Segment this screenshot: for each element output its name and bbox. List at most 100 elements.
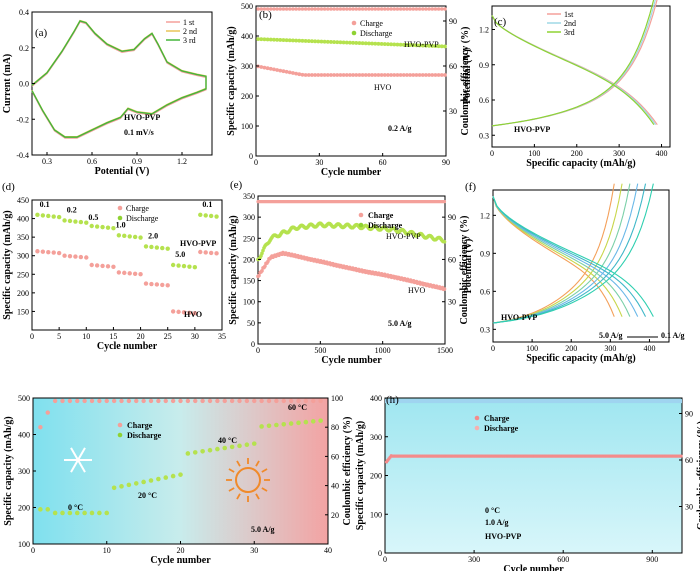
data-point [417, 73, 422, 77]
data-point [300, 72, 305, 77]
series-line [492, 183, 623, 324]
data-point [442, 200, 447, 204]
series-line [491, 0, 655, 127]
x-tick-label: 200 [571, 149, 583, 158]
data-point [82, 510, 87, 516]
data-point [89, 510, 95, 516]
annotation: 5.0 A/g [599, 331, 623, 340]
rate-label: 0.5 [88, 213, 98, 222]
y-tick-label: 200 [370, 472, 382, 481]
y-tick-label: 0.9 [480, 249, 490, 258]
data-point [417, 43, 422, 48]
data-point [354, 73, 359, 77]
y-axis-label: Specific capacity (mAh/g) [3, 416, 14, 525]
y-tick-label: 400 [370, 394, 382, 403]
y-tick-label: 0.6 [480, 287, 490, 296]
data-point [266, 398, 272, 404]
data-point [141, 398, 146, 404]
data-point [176, 309, 181, 315]
data-point [127, 271, 132, 276]
panel-e-frame [257, 195, 446, 345]
annotation: 0.2 A/g [388, 124, 412, 133]
panel-label: (f) [465, 181, 476, 193]
data-point [420, 7, 425, 11]
data-point [408, 43, 413, 47]
data-point [165, 283, 170, 288]
data-point [430, 73, 435, 77]
data-point [111, 485, 117, 491]
data-point [170, 309, 176, 314]
data-point [266, 423, 272, 429]
x-axis-label: Specific capacity (mAh/g) [526, 158, 635, 169]
data-point [78, 254, 84, 260]
data-point [322, 73, 327, 77]
data-point [138, 235, 143, 240]
data-point [335, 73, 340, 77]
annotation: 5.0 A/g [251, 525, 275, 534]
x-tick-label: 25 [164, 332, 172, 341]
data-point [430, 44, 435, 48]
data-point [105, 264, 111, 269]
data-point [433, 7, 438, 11]
data-point [274, 422, 279, 428]
legend-entry: Discharge [126, 214, 159, 223]
sun-icon [236, 493, 241, 500]
data-point [84, 220, 89, 225]
y-tick-label: 500 [241, 2, 253, 11]
snowflake-icon [70, 459, 79, 473]
data-point [200, 398, 205, 404]
data-point [244, 398, 250, 404]
data-point [344, 40, 349, 45]
data-point [379, 73, 384, 77]
data-point [401, 73, 406, 77]
data-point [376, 73, 381, 77]
data-point [281, 69, 286, 74]
y-tick-label: 500 [18, 394, 30, 403]
data-point [442, 287, 447, 291]
rate-label: 2.0 [148, 232, 158, 241]
snowflake-icon [70, 447, 79, 461]
x-tick-label: 300 [613, 149, 625, 158]
data-point [341, 7, 346, 11]
series-line [492, 196, 647, 317]
annotation: HVO [184, 310, 202, 319]
panel-label: (e) [230, 179, 243, 191]
data-point [262, 65, 267, 70]
data-point [427, 7, 431, 11]
data-point [263, 264, 267, 268]
y2-tick-label: 30 [449, 107, 457, 116]
data-point [367, 41, 371, 46]
data-point [284, 38, 289, 43]
data-point [160, 245, 165, 251]
series-line [492, 183, 654, 324]
annotation: 0.1 mV/s [124, 128, 154, 137]
y-tick-label: 0.4 [19, 8, 29, 17]
x-tick-label: 0 [490, 149, 494, 158]
data-point [310, 39, 314, 44]
data-point [310, 419, 316, 424]
data-point [45, 507, 51, 512]
y-tick-label: 400 [18, 431, 30, 440]
data-point [268, 37, 273, 42]
data-point [278, 68, 283, 73]
x-tick-label: 0 [383, 555, 387, 564]
data-point [82, 398, 87, 404]
data-point [67, 510, 73, 516]
legend-entry: 3rd [564, 28, 575, 37]
data-point [414, 7, 419, 11]
data-point [332, 7, 336, 11]
y-tick-label: 100 [18, 540, 30, 549]
data-point [251, 441, 257, 446]
data-point [351, 40, 356, 45]
data-point [288, 421, 294, 426]
data-point [389, 7, 393, 11]
data-point [126, 482, 132, 488]
data-point [97, 510, 102, 516]
data-point [127, 234, 132, 239]
data-point [133, 481, 139, 486]
x-tick-label: 0 [491, 344, 495, 353]
x-tick-label: 300 [604, 344, 616, 353]
x-tick-label: 600 [557, 555, 569, 564]
y2-axis-label: Coulombic efficiency (%) [342, 417, 353, 526]
panel-label: (c) [494, 16, 507, 28]
